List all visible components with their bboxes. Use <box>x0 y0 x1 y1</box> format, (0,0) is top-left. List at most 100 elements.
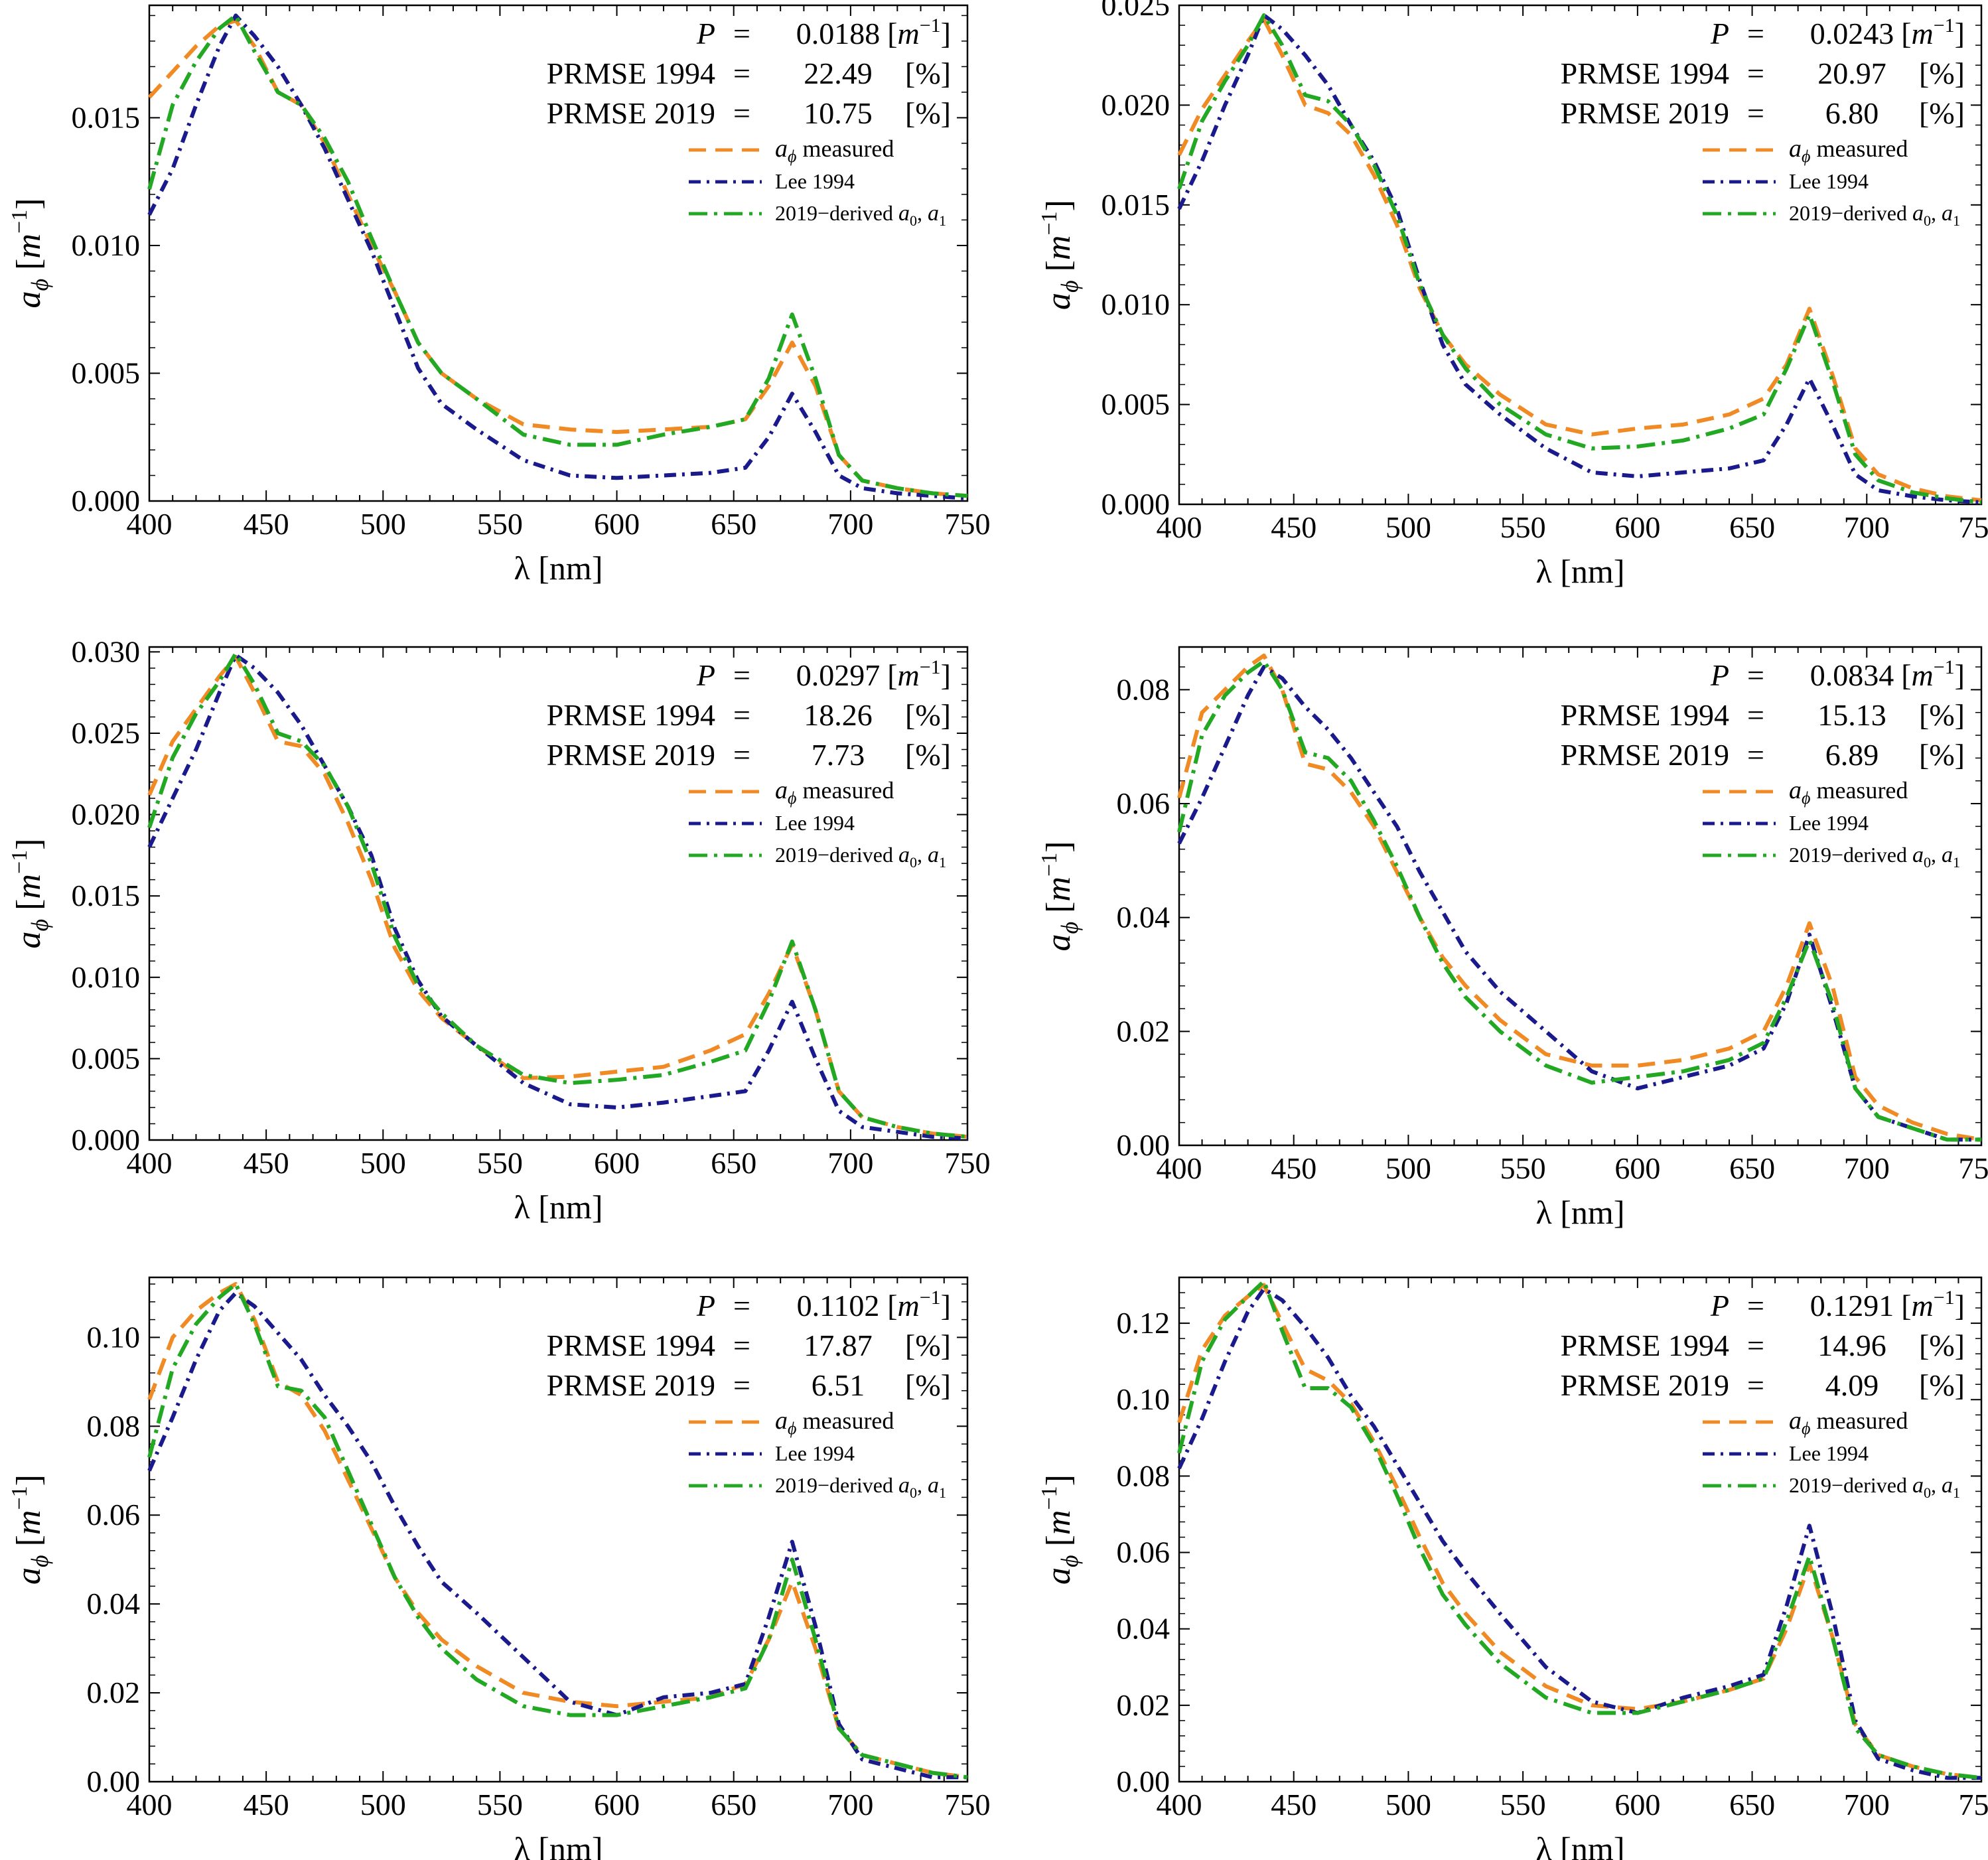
stat-unit: [%] <box>1919 1368 1965 1402</box>
legend-label-measured: aϕ measured <box>775 776 894 808</box>
stat-equals: = <box>733 658 750 692</box>
chart-panel-1: 400 450 500 550 600 650 700 750 0.000 0.005 0.010 0… <box>7 4 991 587</box>
chart-panel-2: 400 450 500 550 600 650 700 750 0.000 0.005 0.010 0… <box>1037 0 1988 590</box>
y-tick-label: 0.10 <box>87 1320 141 1354</box>
series-line-derived <box>1177 13 1982 504</box>
y-tick-label: 0.04 <box>87 1587 141 1620</box>
stat-unit: [%] <box>905 698 951 732</box>
x-axis-label: λ [nm] <box>514 1830 603 1860</box>
x-tick-label: 700 <box>1844 510 1890 544</box>
y-tick-label: 0.04 <box>1117 1612 1171 1646</box>
stat-p-value: 0.0188 <box>796 17 881 50</box>
stat-equals: = <box>733 56 750 90</box>
stat-p-value: 0.1102 <box>797 1289 880 1323</box>
stat-equals: = <box>1747 1328 1764 1362</box>
plot-frame <box>1178 646 1983 1147</box>
x-tick-label: 450 <box>1271 1151 1316 1185</box>
y-tick-label: 0.015 <box>72 100 141 134</box>
x-tick-label: 550 <box>1500 1151 1546 1185</box>
x-tick-label: 500 <box>1385 1151 1431 1185</box>
y-axis-label: aϕ [m−1] <box>1037 841 1083 951</box>
stat-prmse-value: 10.75 <box>804 96 873 130</box>
legend-label-derived: 2019−derived a0, a1 <box>1789 201 1960 229</box>
x-tick-label: 700 <box>827 1146 873 1180</box>
x-tick-label: 700 <box>827 507 873 541</box>
stat-equals: = <box>733 17 750 50</box>
legend-label-measured: aϕ measured <box>1789 1407 1908 1438</box>
stat-prmse-value: 22.49 <box>804 56 873 90</box>
stat-p-unit: [m−1] <box>887 656 951 692</box>
legend-label-derived: 2019−derived a0, a1 <box>775 843 946 871</box>
x-tick-label: 600 <box>1614 1788 1660 1822</box>
y-tick-label: 0.00 <box>1117 1128 1171 1162</box>
stat-prmse-label: PRMSE 1994 <box>1561 56 1729 90</box>
stat-prmse-label: PRMSE 1994 <box>1561 698 1729 732</box>
stat-prmse-label: PRMSE 1994 <box>547 1328 715 1362</box>
stat-equals: = <box>733 1289 750 1323</box>
y-axis-label: aϕ [m−1] <box>7 1474 53 1585</box>
y-tick-label: 0.08 <box>1117 1459 1171 1492</box>
stat-prmse-value: 6.51 <box>812 1368 865 1402</box>
x-tick-label: 500 <box>360 507 406 541</box>
y-tick-label: 0.020 <box>72 798 141 831</box>
chart-panel-4: 400 450 500 550 600 650 700 750 0.00 0.02 0.04 0.06… <box>1037 646 1988 1231</box>
y-axis-label: aϕ [m−1] <box>7 198 53 308</box>
legend-label-lee: Lee 1994 <box>1789 811 1869 835</box>
x-tick-label: 700 <box>1844 1151 1890 1185</box>
x-tick-label: 400 <box>1157 1788 1202 1822</box>
y-tick-label: 0.000 <box>1101 487 1171 521</box>
y-tick-label: 0.025 <box>1101 0 1171 22</box>
y-axis-label: aϕ [m−1] <box>7 838 53 948</box>
y-tick-label: 0.02 <box>1117 1014 1171 1048</box>
x-tick-label: 700 <box>1844 1788 1890 1822</box>
stat-unit: [%] <box>905 56 951 90</box>
x-tick-label: 600 <box>594 1788 640 1822</box>
stat-p-unit: [m−1] <box>887 1287 951 1323</box>
stat-prmse-label: PRMSE 2019 <box>547 96 715 130</box>
x-tick-label: 450 <box>244 1788 289 1822</box>
stat-unit: [%] <box>905 96 951 130</box>
plot-frame <box>148 646 969 1141</box>
series-line-measured <box>1177 17 1982 502</box>
y-tick-label: 0.12 <box>1117 1306 1171 1340</box>
y-tick-label: 0.04 <box>1117 900 1171 934</box>
chart-panel-5: 400 450 500 550 600 650 700 750 0.00 0.02 0.04 0.06… <box>7 1276 991 1860</box>
chart-panel-6: 400 450 500 550 600 650 700 750 0.00 0.02 0.04 0.06… <box>1037 1276 1988 1860</box>
y-tick-label: 0.00 <box>87 1764 141 1798</box>
stat-equals: = <box>1747 96 1764 130</box>
stat-equals: = <box>1747 738 1764 772</box>
y-tick-label: 0.08 <box>1117 672 1171 706</box>
x-tick-label: 450 <box>244 1146 289 1180</box>
series-line-derived <box>1177 659 1981 1142</box>
y-tick-label: 0.030 <box>72 634 141 668</box>
stat-prmse-label: PRMSE 2019 <box>1561 1368 1729 1402</box>
y-tick-label: 0.00 <box>1117 1764 1171 1798</box>
x-tick-label: 450 <box>1271 1788 1316 1822</box>
plot-frame <box>1178 4 1983 506</box>
y-tick-label: 0.02 <box>87 1676 141 1709</box>
x-tick-label: 500 <box>1385 510 1431 544</box>
x-tick-label: 550 <box>1500 1788 1546 1822</box>
legend-label-lee: Lee 1994 <box>775 811 855 835</box>
legend-label-derived: 2019−derived a0, a1 <box>1789 843 1960 871</box>
x-tick-label: 750 <box>945 1788 991 1822</box>
x-tick-label: 400 <box>1157 1151 1202 1185</box>
stat-p-value: 0.0834 <box>1810 658 1894 692</box>
stat-equals: = <box>1747 56 1764 90</box>
stat-prmse-value: 4.09 <box>1825 1368 1879 1402</box>
stat-prmse-value: 7.73 <box>812 738 865 772</box>
stat-unit: [%] <box>905 738 951 772</box>
stat-equals: = <box>1747 1368 1764 1402</box>
x-tick-label: 500 <box>360 1146 406 1180</box>
y-tick-label: 0.010 <box>1101 287 1171 321</box>
y-tick-label: 0.020 <box>1101 88 1171 121</box>
stat-p-unit: [m−1] <box>1901 1287 1965 1323</box>
legend-label-lee: Lee 1994 <box>775 169 855 193</box>
stat-unit: [%] <box>905 1368 951 1402</box>
stat-unit: [%] <box>1919 56 1965 90</box>
x-axis-label: λ [nm] <box>1536 553 1625 590</box>
legend-label-lee: Lee 1994 <box>1789 1441 1869 1465</box>
series-line-lee <box>147 653 968 1141</box>
stat-prmse-label: PRMSE 1994 <box>547 56 715 90</box>
stat-p-value: 0.0243 <box>1810 17 1894 50</box>
